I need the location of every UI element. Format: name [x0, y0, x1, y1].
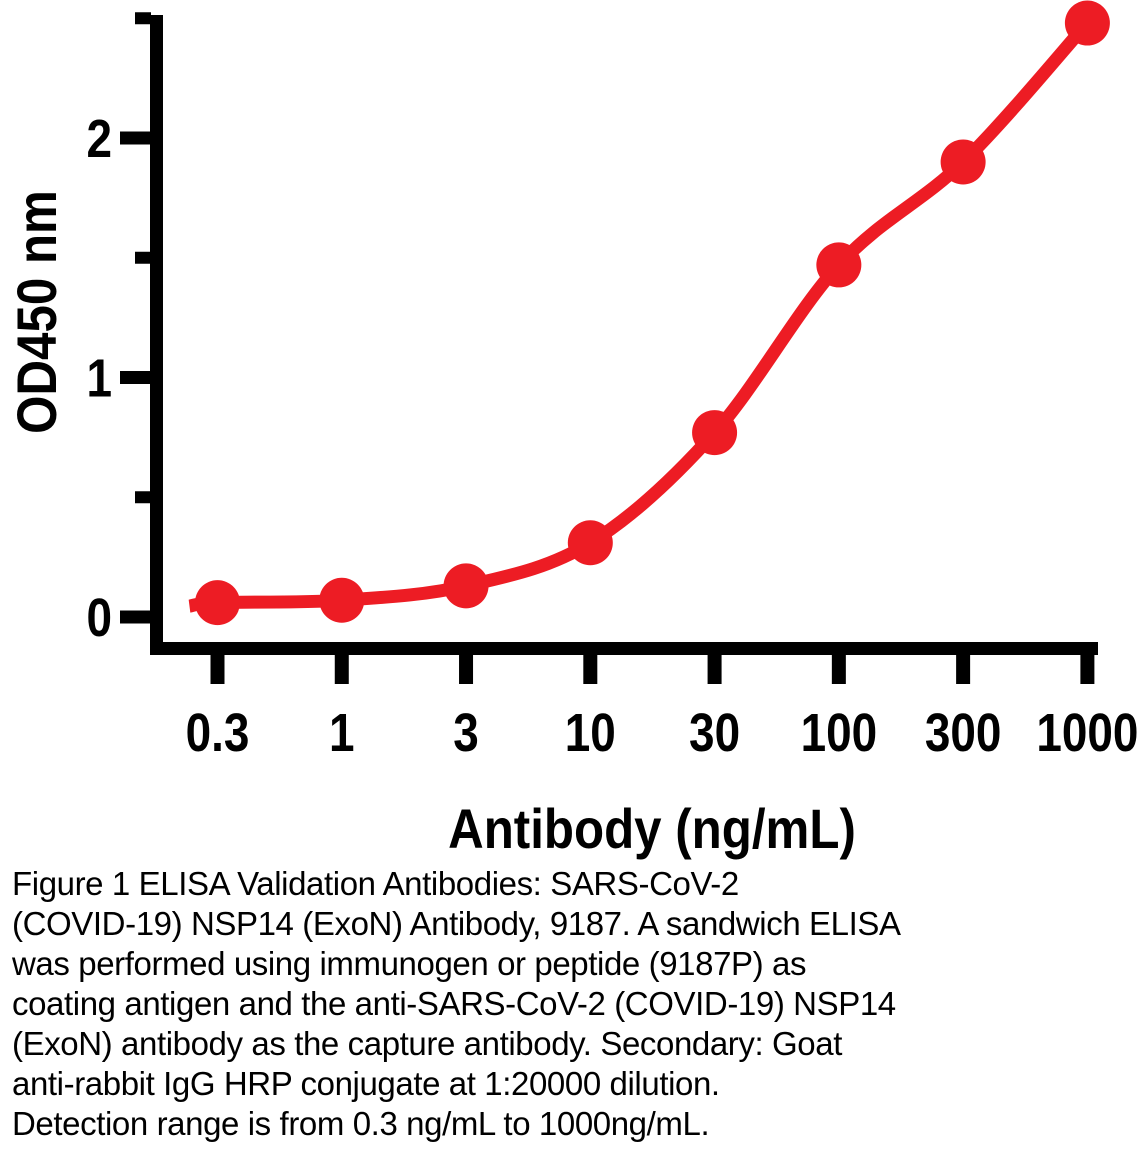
y-tick-label: 0	[86, 588, 112, 648]
y-minor-tick	[135, 491, 151, 504]
x-tick	[210, 655, 225, 684]
x-tick-label: 300	[925, 703, 1002, 763]
data-point	[195, 580, 240, 626]
data-point	[692, 410, 738, 456]
y-minor-tick	[135, 251, 151, 264]
x-tick	[707, 655, 722, 684]
data-point	[319, 577, 365, 623]
data-point	[940, 139, 986, 185]
x-tick	[831, 655, 846, 684]
x-axis-title: Antibody (ng/mL)	[448, 798, 856, 861]
data-point	[443, 563, 489, 609]
x-tick	[956, 655, 971, 684]
x-tick-label: 0.3	[186, 703, 250, 763]
axes: 0 1 2 0.3 1 3 10 30 100 300 1000	[86, 12, 1138, 763]
data-point	[1064, 0, 1110, 46]
figure-caption: Figure 1 ELISA Validation Antibodies: SA…	[12, 865, 901, 1142]
y-axis-line	[150, 15, 163, 655]
y-tick-label: 1	[86, 348, 112, 408]
fit-curve	[188, 18, 1093, 613]
y-major-tick	[120, 371, 151, 384]
data-point	[816, 242, 862, 288]
y-minor-tick	[135, 12, 151, 25]
x-axis-line	[150, 642, 1098, 655]
y-tick-label: 2	[86, 109, 112, 169]
y-axis-title: OD450 nm	[6, 190, 69, 434]
x-tick-label: 100	[801, 703, 878, 763]
y-major-tick	[120, 610, 151, 624]
y-major-tick	[120, 131, 151, 145]
x-tick-label: 30	[689, 703, 740, 763]
x-tick	[459, 655, 474, 684]
data-series	[188, 0, 1110, 626]
x-tick-label: 3	[453, 703, 479, 763]
x-tick	[1080, 655, 1095, 684]
x-tick-label: 1	[329, 703, 355, 763]
x-tick-label: 1000	[1036, 703, 1138, 763]
x-tick-label: 10	[565, 703, 616, 763]
x-tick	[583, 655, 598, 684]
x-tick	[334, 655, 349, 684]
data-point	[567, 520, 613, 566]
